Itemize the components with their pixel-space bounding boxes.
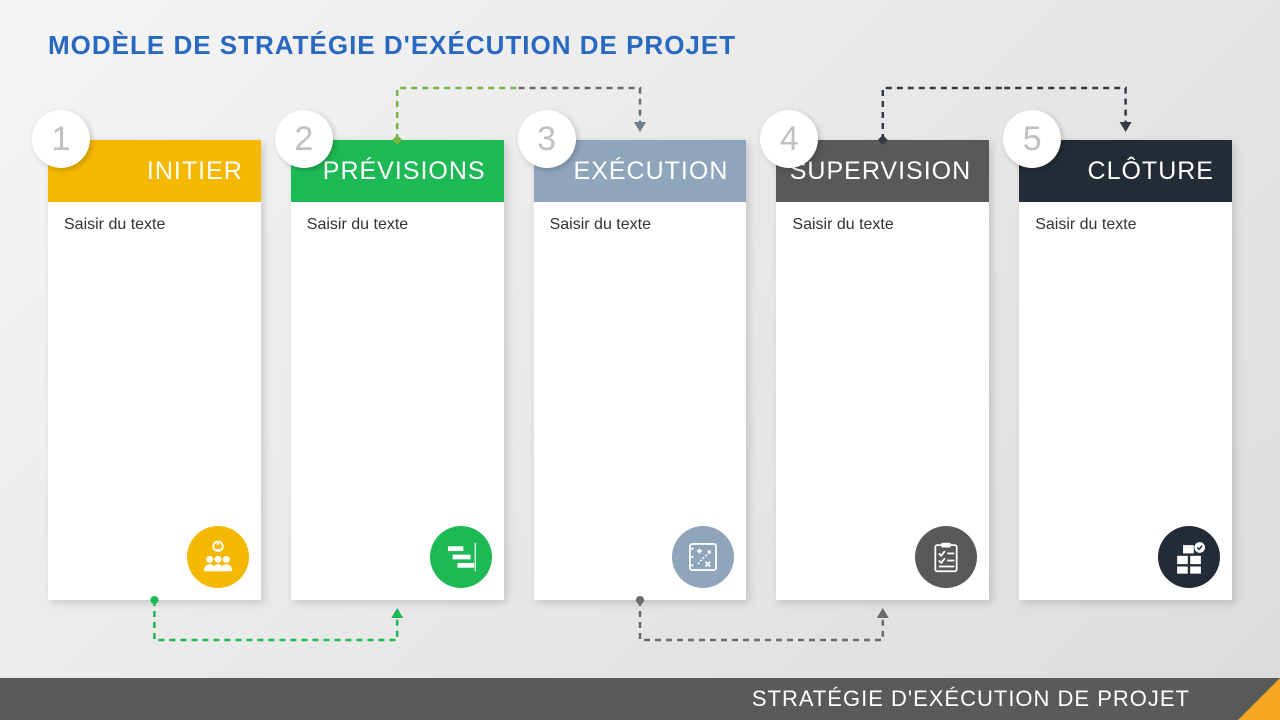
phase-card-3: 3 EXÉCUTION Saisir du texte [534, 140, 747, 600]
cards-container: 1 INITIER Saisir du texte 2 PRÉVISIONS S… [48, 140, 1232, 600]
phase-number-badge: 4 [760, 110, 818, 168]
phase-card-2: 2 PRÉVISIONS Saisir du texte [291, 140, 504, 600]
phase-card-1: 1 INITIER Saisir du texte [48, 140, 261, 600]
strategy-icon [672, 526, 734, 588]
page-title: MODÈLE DE STRATÉGIE D'EXÉCUTION DE PROJE… [48, 30, 736, 61]
phase-number-badge: 1 [32, 110, 90, 168]
checklist-icon [915, 526, 977, 588]
phase-card-4: 4 SUPERVISION Saisir du texte [776, 140, 989, 600]
footer-text: STRATÉGIE D'EXÉCUTION DE PROJET [752, 686, 1190, 712]
phase-number-badge: 3 [518, 110, 576, 168]
phase-card-5: 5 CLÔTURE Saisir du texte [1019, 140, 1232, 600]
footer-bar: STRATÉGIE D'EXÉCUTION DE PROJET [0, 678, 1280, 720]
phase-number-badge: 2 [275, 110, 333, 168]
gantt-icon [430, 526, 492, 588]
boxes-check-icon [1158, 526, 1220, 588]
team-idea-icon [187, 526, 249, 588]
phase-number-badge: 5 [1003, 110, 1061, 168]
footer-accent-triangle [1238, 678, 1280, 720]
